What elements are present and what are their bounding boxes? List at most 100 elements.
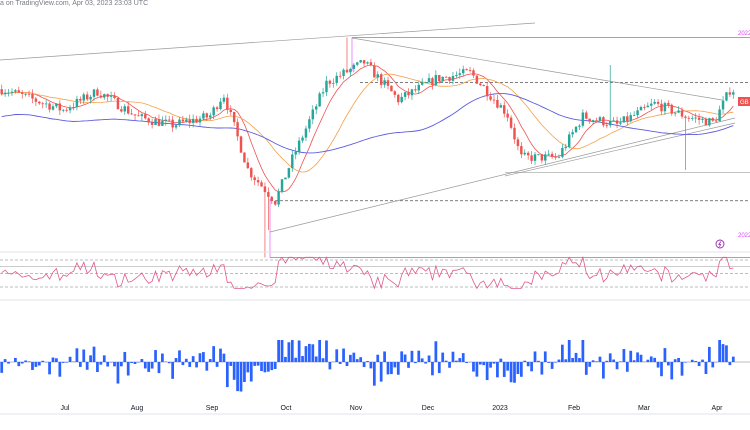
candle-body — [458, 73, 462, 75]
histogram-bar — [605, 360, 609, 362]
candle-body — [544, 154, 547, 161]
candle-body — [492, 99, 496, 101]
histogram-bar — [123, 351, 127, 362]
candle-body — [472, 70, 475, 76]
histogram-bar — [7, 362, 10, 364]
candle-body — [202, 113, 205, 119]
candle-body — [167, 119, 171, 121]
candle-body — [335, 75, 338, 83]
histogram-bar — [478, 362, 482, 365]
histogram-bar — [229, 362, 233, 366]
histogram-bar — [560, 344, 564, 362]
histogram-bar — [516, 362, 520, 375]
histogram-bar — [253, 362, 257, 366]
candle-body — [356, 62, 359, 65]
candle-body — [113, 96, 116, 99]
ma-slow-line — [1, 93, 734, 154]
candle-body — [591, 120, 595, 122]
candle-body — [373, 65, 376, 78]
candle-body — [721, 100, 725, 110]
histogram-bar — [362, 362, 366, 368]
candle-body — [0, 89, 3, 95]
histogram-bar — [325, 340, 328, 362]
histogram-bar — [721, 344, 725, 362]
histogram-bar — [191, 356, 195, 362]
histogram-bar — [294, 357, 298, 362]
histogram-bar — [41, 360, 45, 362]
histogram-bar — [266, 362, 270, 372]
histogram-bar — [543, 351, 547, 362]
histogram-bar — [308, 343, 311, 362]
candle-body — [516, 139, 520, 147]
candle-body — [619, 122, 622, 124]
x-axis-tick-label: Nov — [350, 405, 363, 412]
histogram-bar — [680, 362, 684, 376]
histogram-bar — [37, 362, 41, 366]
candle-body — [718, 109, 721, 122]
histogram-bar — [574, 352, 578, 362]
histogram-bar — [519, 362, 523, 377]
histogram-bar — [225, 362, 229, 388]
histogram-bar — [407, 362, 410, 368]
symbol-tag-box — [738, 97, 750, 106]
candle-body — [174, 125, 178, 128]
candle-body — [171, 119, 174, 128]
x-axis-tick-label: Aug — [131, 405, 144, 412]
upper-trendline — [0, 22, 536, 61]
ascending-trendline — [269, 117, 736, 233]
candle-body — [338, 75, 342, 77]
histogram-bar — [598, 356, 602, 362]
candle-body — [14, 90, 17, 92]
candle-body — [273, 201, 277, 205]
histogram-bar — [116, 362, 120, 384]
candle-body — [109, 96, 113, 97]
candle-body — [615, 120, 619, 124]
histogram-bar — [704, 362, 708, 375]
histogram-bar — [58, 362, 62, 377]
histogram-bar — [567, 340, 571, 362]
histogram-bar — [188, 362, 192, 367]
histogram-bar — [133, 362, 137, 364]
candle-body — [499, 105, 503, 108]
candle-body — [318, 93, 321, 107]
channel-support-line — [504, 122, 736, 177]
candle-body — [407, 92, 410, 96]
candle-body — [701, 118, 704, 120]
histogram-bar — [167, 362, 171, 364]
histogram-bar — [673, 359, 677, 362]
candle-body — [711, 118, 715, 121]
candle-body — [17, 90, 21, 93]
histogram-bar — [502, 362, 506, 377]
candle-body — [205, 113, 209, 118]
candle-body — [68, 107, 72, 111]
histogram-bar — [78, 362, 82, 367]
histogram-bar — [530, 362, 533, 372]
candle-body — [120, 109, 123, 112]
histogram-bar — [55, 358, 58, 362]
histogram-bar — [413, 362, 417, 364]
candle-body — [137, 115, 140, 117]
histogram-bar — [554, 362, 557, 363]
candle-body — [31, 93, 34, 99]
candle-body — [537, 154, 540, 156]
candle-body — [308, 119, 311, 129]
histogram-bar — [130, 362, 133, 364]
candle-body — [345, 69, 349, 73]
candle-body — [485, 86, 489, 97]
histogram-bar — [270, 362, 274, 371]
candle-body — [684, 116, 687, 118]
histogram-bar — [342, 348, 345, 362]
histogram-bar — [99, 362, 103, 365]
candle-body — [608, 120, 612, 126]
histogram-bar — [20, 362, 24, 364]
histogram-bar — [578, 358, 581, 362]
histogram-bar — [335, 349, 339, 362]
candle-body — [708, 118, 711, 126]
candle-body — [427, 78, 431, 83]
candle-body — [571, 132, 574, 135]
histogram-bar — [571, 357, 574, 362]
candle-body — [540, 154, 544, 161]
histogram-bar — [684, 362, 687, 363]
candle-body — [451, 75, 455, 81]
